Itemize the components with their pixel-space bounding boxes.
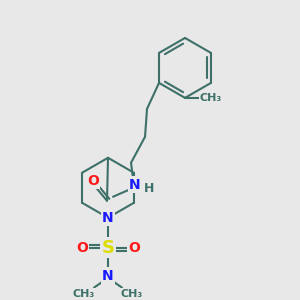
Text: H: H — [144, 182, 154, 195]
Text: N: N — [102, 269, 114, 283]
Text: O: O — [76, 241, 88, 255]
Text: CH₃: CH₃ — [121, 289, 143, 298]
Text: S: S — [101, 239, 115, 257]
Text: CH₃: CH₃ — [73, 289, 95, 298]
Text: N: N — [102, 211, 114, 225]
Text: O: O — [128, 241, 140, 255]
Text: CH₃: CH₃ — [200, 93, 222, 103]
Text: O: O — [87, 174, 99, 188]
Text: N: N — [129, 178, 141, 192]
